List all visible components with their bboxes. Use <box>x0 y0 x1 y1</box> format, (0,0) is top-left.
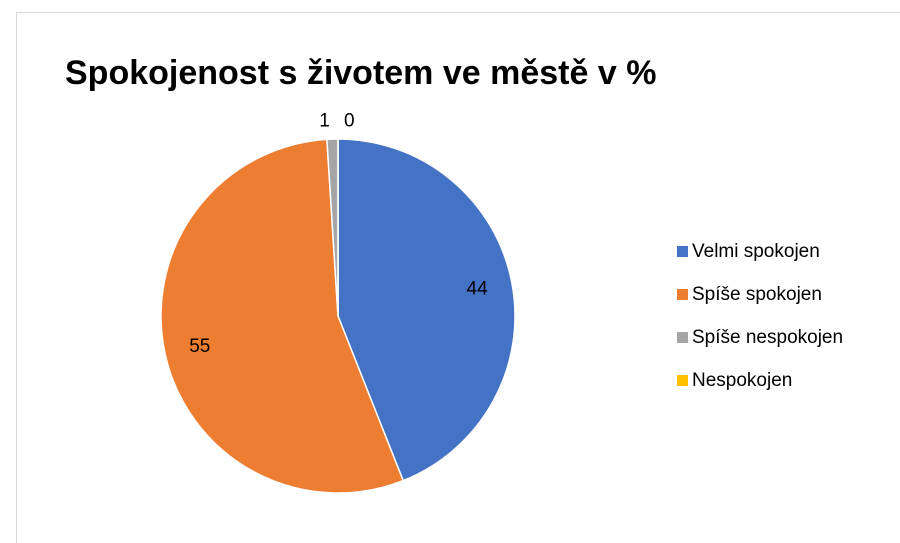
data-label: 44 <box>467 278 489 299</box>
legend-swatch <box>677 246 688 257</box>
legend-label: Spíše spokojen <box>692 284 822 305</box>
data-label: 0 <box>344 110 355 131</box>
data-label: 1 <box>319 110 330 131</box>
legend-label: Velmi spokojen <box>692 241 820 262</box>
pie-slice <box>337 138 516 482</box>
pie-slice <box>160 138 405 494</box>
legend-swatch <box>677 332 688 343</box>
chart-title: Spokojenost s životem ve městě v % <box>65 54 656 92</box>
legend-swatch <box>677 375 688 386</box>
legend-label: Nespokojen <box>692 370 792 391</box>
data-label: 55 <box>189 336 210 357</box>
legend-swatch <box>677 289 688 300</box>
legend-label: Spíše nespokojen <box>692 327 843 348</box>
